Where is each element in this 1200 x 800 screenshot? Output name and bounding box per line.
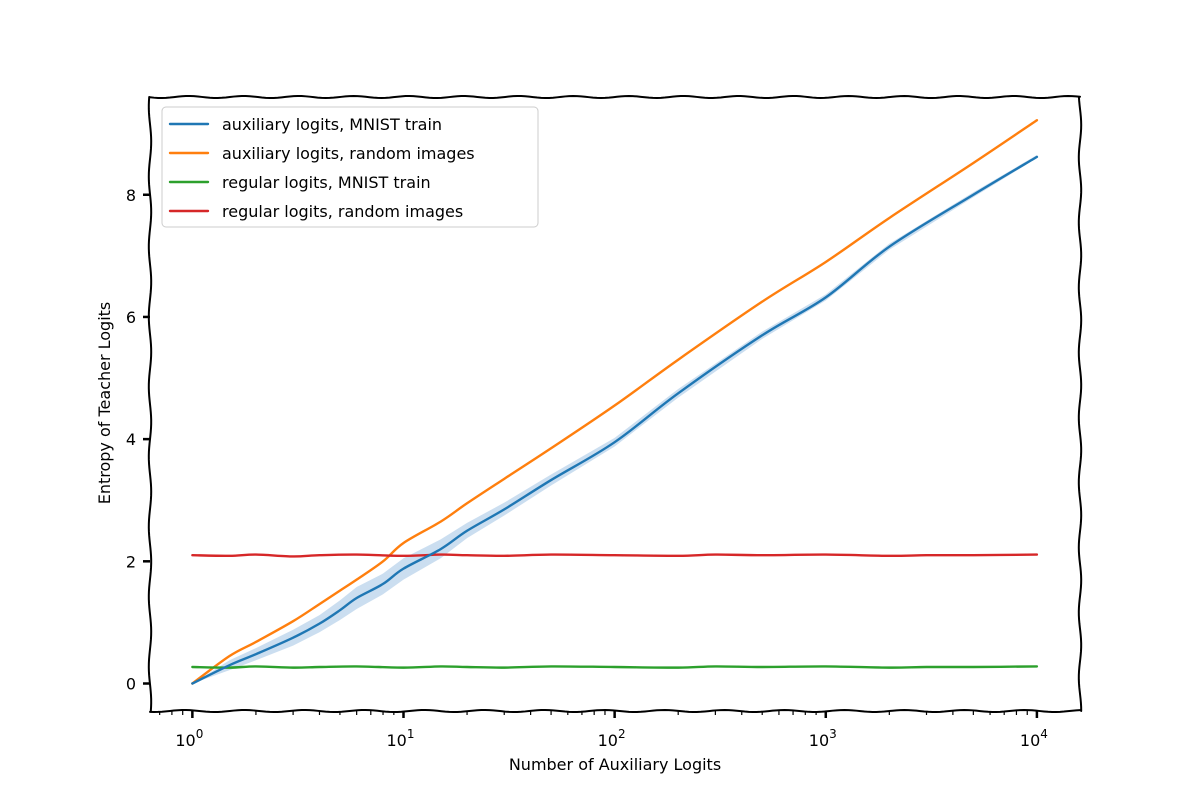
frame-bottom (149, 708, 1081, 714)
x-axis-label: Number of Auxiliary Logits (509, 755, 721, 774)
y-tick-label: 4 (126, 430, 136, 449)
legend-label: auxiliary logits, random images (222, 144, 475, 163)
y-axis-ticks: 0 2 4 6 8 (126, 186, 150, 694)
y-tick-label: 2 (126, 552, 136, 571)
x-tick-label: 102 (598, 727, 626, 750)
axes-frame (147, 94, 1083, 714)
lines-layer (191, 119, 1039, 685)
legend-label: regular logits, random images (222, 202, 463, 221)
series-line-1 (191, 119, 1039, 685)
series-line-2 (191, 665, 1039, 669)
frame-left (147, 96, 153, 712)
legend-label: auxiliary logits, MNIST train (222, 115, 442, 134)
x-tick-label: 104 (1020, 727, 1048, 750)
legend: auxiliary logits, MNIST train auxiliary l… (161, 106, 539, 228)
legend-label: regular logits, MNIST train (222, 173, 431, 192)
series-line-3 (191, 553, 1039, 558)
y-axis-label: Entropy of Teacher Logits (95, 302, 114, 505)
frame-right (1077, 96, 1083, 712)
frame-top (149, 94, 1081, 100)
y-tick-label: 6 (126, 308, 136, 327)
x-tick-label: 100 (175, 727, 203, 750)
y-tick-label: 8 (126, 186, 136, 205)
legend-box (161, 106, 539, 228)
x-axis-ticks: 100 101 102 103 104 (159, 711, 1048, 750)
series-line-0 (191, 155, 1039, 685)
y-tick-label: 0 (126, 675, 136, 694)
x-tick-label: 103 (809, 727, 837, 750)
x-tick-label: 101 (387, 727, 415, 750)
